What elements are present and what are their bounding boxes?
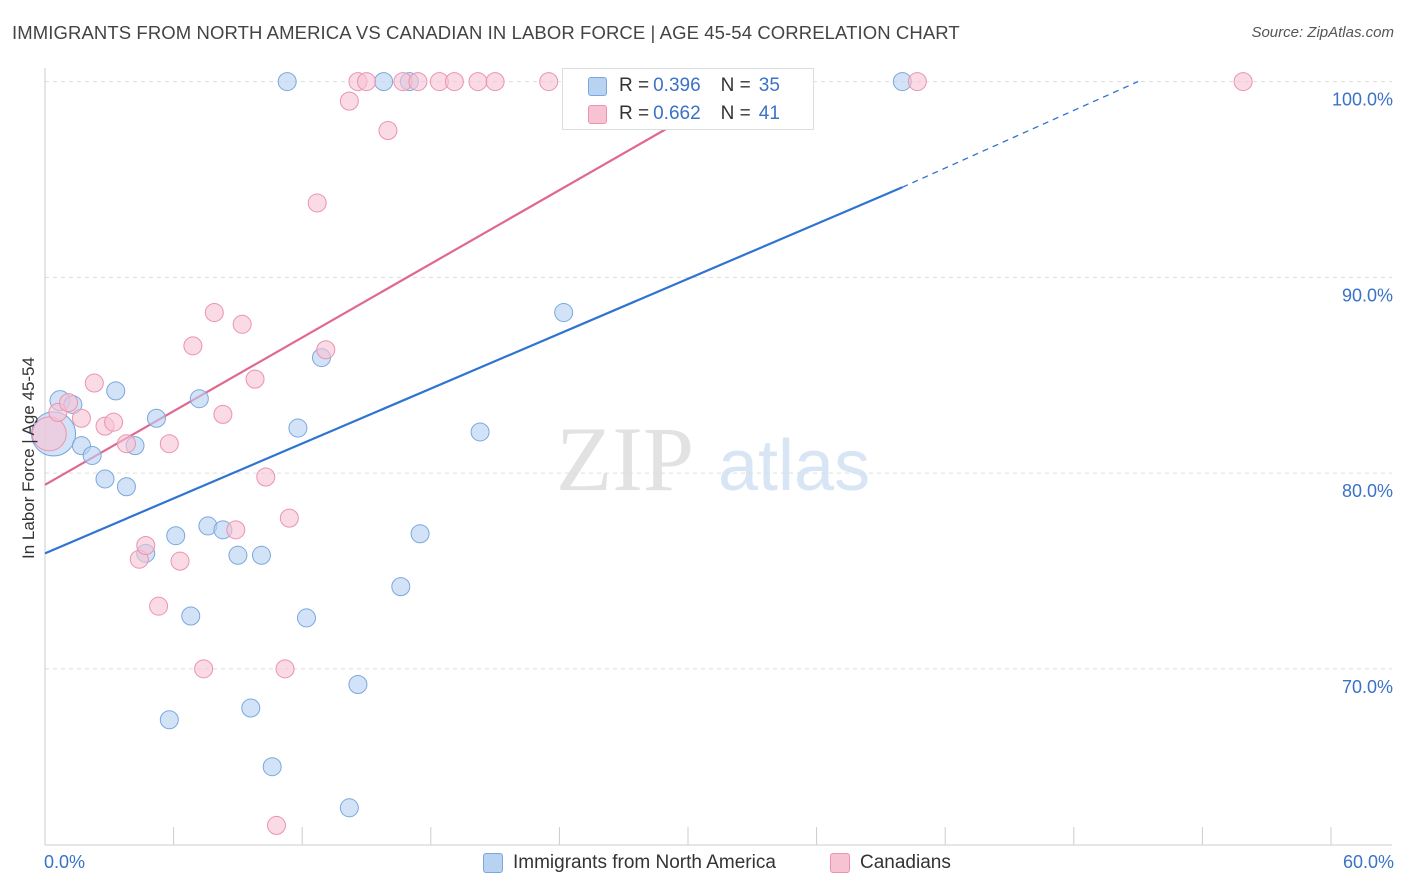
series-legend: Immigrants from North America Canadians [0, 852, 1406, 878]
legend-label-immigrants: Immigrants from North America [513, 852, 776, 873]
legend-swatch-blue [483, 853, 503, 873]
data-point-blue [181, 606, 201, 626]
data-point-blue [166, 526, 186, 546]
data-point-pink [378, 121, 398, 141]
correlation-legend: R = 0.396 N = 35 R = 0.662 N = 41 [562, 68, 814, 130]
data-point-blue [159, 710, 179, 730]
data-point-blue [106, 381, 126, 401]
data-point-blue [95, 469, 115, 489]
legend-r-label: R = [619, 103, 650, 124]
source-label: Source: ZipAtlas.com [1251, 24, 1394, 41]
legend-swatch-pink [830, 853, 850, 873]
data-point-pink [136, 536, 156, 556]
x-tick-max: 60.0% [1342, 852, 1394, 872]
legend-n-label: N = [720, 75, 751, 96]
data-point-pink [170, 551, 190, 571]
data-point-pink [194, 659, 214, 679]
data-point-pink [226, 520, 246, 540]
data-point-pink [279, 508, 299, 528]
data-point-pink [408, 72, 428, 92]
legend-n-value: 35 [758, 75, 780, 96]
x-axis [44, 68, 1392, 846]
data-point-blue [82, 445, 102, 465]
data-point-blue [296, 608, 316, 628]
legend-row-pink: R = 0.662 N = 41 [563, 99, 780, 129]
y-tick-label: 70.0% [1342, 677, 1393, 697]
data-point-blue [470, 422, 490, 442]
legend-n-label: N = [720, 103, 751, 124]
y-tick-label: 80.0% [1342, 481, 1393, 501]
data-point-blue [288, 418, 308, 438]
legend-item-canadians: Canadians [830, 852, 951, 874]
x-tick-min: 0.0% [44, 852, 86, 872]
data-point-pink [256, 467, 276, 487]
data-point-blue [339, 798, 359, 818]
data-point-pink [183, 336, 203, 356]
watermark-zip: ZIP [556, 408, 694, 510]
data-point-blue [391, 577, 411, 597]
data-point-pink [468, 72, 488, 92]
data-point-pink [907, 72, 927, 92]
legend-r-value: 0.396 [653, 75, 701, 96]
y-tick-label: 90.0% [1342, 285, 1393, 305]
data-point-pink [213, 404, 233, 424]
legend-swatch-pink [588, 104, 607, 124]
data-point-pink [204, 303, 224, 323]
data-point-pink [149, 596, 169, 616]
legend-r-value: 0.662 [653, 103, 701, 124]
data-point-blue [277, 72, 297, 92]
legend-label-canadians: Canadians [860, 852, 951, 873]
data-point-pink [275, 659, 295, 679]
data-point-blue [228, 545, 248, 565]
data-point-pink [444, 72, 464, 92]
data-point-pink [245, 369, 265, 389]
legend-item-immigrants: Immigrants from North America [483, 852, 776, 874]
data-point-pink [84, 373, 104, 393]
data-point-pink [1233, 72, 1253, 92]
trend-extension-blue [902, 80, 1139, 188]
watermark-atlas: atlas [718, 426, 870, 506]
data-point-blue [348, 674, 368, 694]
data-point-pink [485, 72, 505, 92]
data-point-blue [554, 303, 574, 323]
data-point-blue [251, 545, 271, 565]
chart-title: IMMIGRANTS FROM NORTH AMERICA VS CANADIA… [12, 22, 960, 43]
data-point-pink [71, 408, 91, 428]
data-point-pink [539, 72, 559, 92]
trend-line-blue [44, 186, 903, 555]
data-point-pink [339, 91, 359, 111]
legend-n-value: 41 [758, 103, 780, 124]
data-point-blue [116, 477, 136, 497]
data-point-pink [104, 412, 124, 432]
legend-row-blue: R = 0.396 N = 35 [563, 71, 780, 101]
data-point-pink [31, 416, 67, 452]
data-point-blue [410, 524, 430, 544]
data-point-pink [316, 340, 336, 360]
legend-r-label: R = [619, 75, 650, 96]
data-point-blue [146, 408, 166, 428]
y-tick-labels: 100.0% 90.0% 80.0% 70.0% [1332, 90, 1393, 697]
data-point-pink [59, 393, 79, 413]
data-point-blue [374, 72, 394, 92]
data-points [31, 72, 1253, 835]
data-point-pink [266, 815, 286, 835]
data-point-pink [357, 72, 376, 92]
y-axis-label: In Labor Force | Age 45-54 [19, 357, 38, 559]
data-point-pink [307, 193, 327, 213]
data-point-blue [241, 698, 261, 718]
data-point-blue [262, 757, 282, 777]
data-point-pink [116, 434, 136, 454]
data-point-blue [189, 389, 209, 409]
y-tick-label: 100.0% [1332, 90, 1393, 110]
watermark: ZIP atlas [556, 408, 870, 510]
data-point-pink [232, 314, 252, 334]
data-point-pink [159, 434, 179, 454]
legend-swatch-blue [588, 76, 607, 96]
